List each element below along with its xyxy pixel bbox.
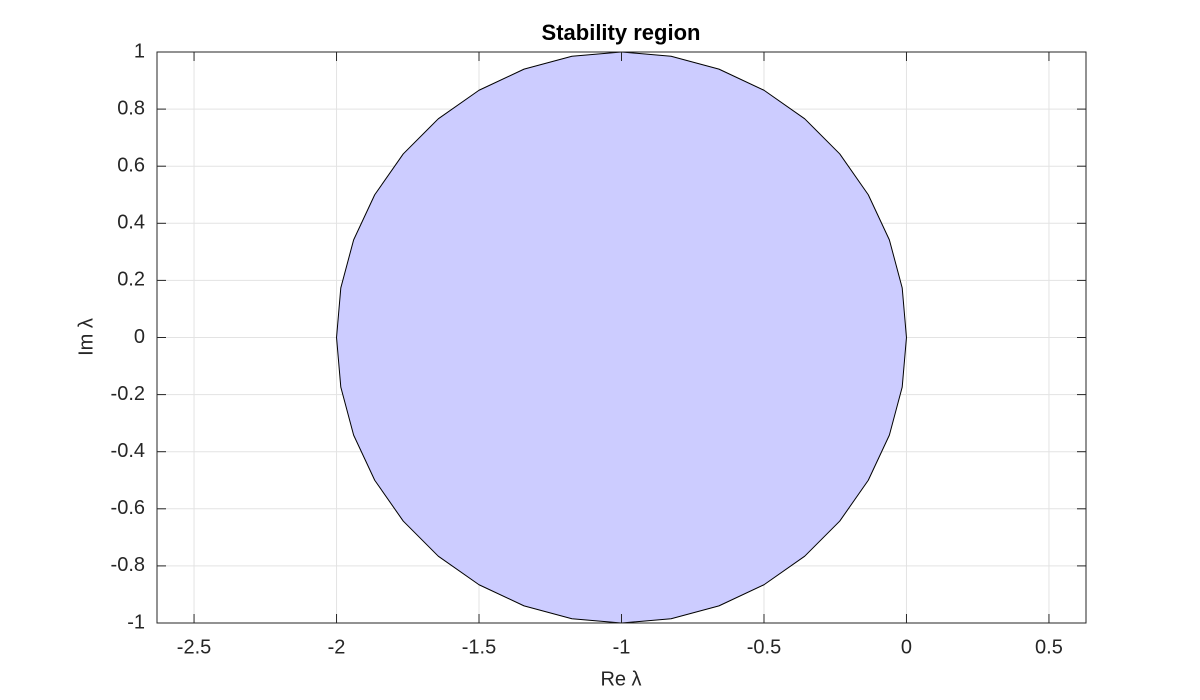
axes: -2.5 -2 -1.5 -1 -0.5 0 0.5 -1 -0.8 -0.6 -0.4 -0.2 0 0… [111,40,1087,658]
chart-title: Stability region [542,20,701,45]
y-tick-label: 0.6 [117,154,145,176]
y-tick-label: 0.8 [117,97,145,119]
y-tick-label: -0.2 [111,383,145,405]
x-tick-label: -2.5 [177,636,211,658]
y-axis-label: Im λ [75,318,97,356]
x-axis-label: Re λ [600,668,641,690]
x-tick-label: -1 [613,636,631,658]
x-tick-label: 0.5 [1035,636,1063,658]
y-tick-label: 0 [134,326,145,348]
stability-region [336,51,907,624]
y-tick-label: -1 [127,611,145,633]
y-tick-label: 1 [134,40,145,62]
x-tick-label: 0 [901,636,912,658]
data [336,51,907,624]
y-tick-label: 0.2 [117,269,145,291]
y-tick-label: -0.8 [111,554,145,576]
x-tick-label: -2 [328,636,346,658]
x-tick-label: -1.5 [462,636,496,658]
y-tick-label: 0.4 [117,212,145,234]
y-tick-label: -0.4 [111,440,145,462]
y-tick-label: -0.6 [111,497,145,519]
x-tick-label: -0.5 [747,636,781,658]
